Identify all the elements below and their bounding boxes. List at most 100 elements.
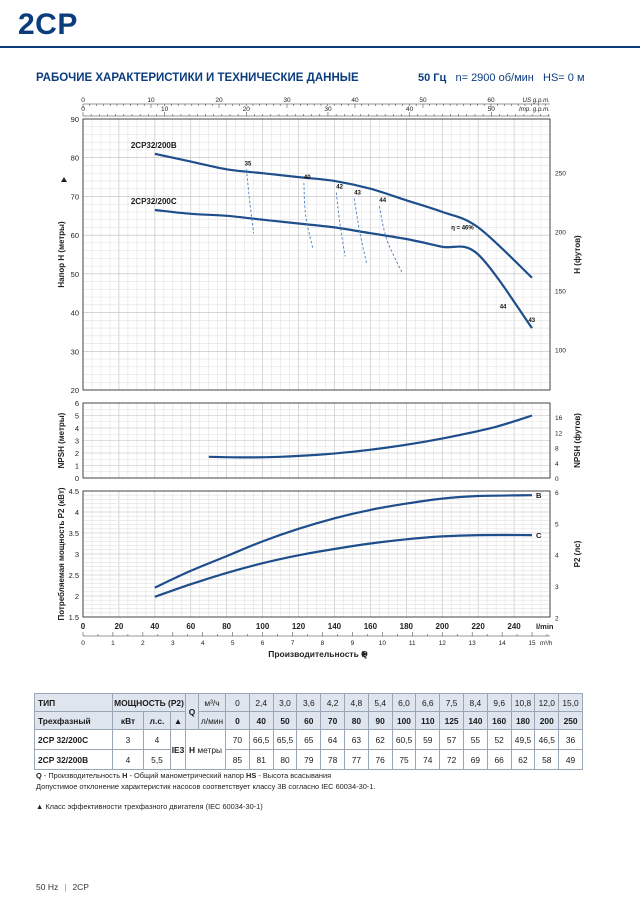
head-value: 62: [367, 729, 393, 750]
efficiency-label: 44: [500, 305, 507, 311]
y-tick-label: 50: [71, 270, 79, 279]
q-lmin-value: 40: [248, 711, 274, 730]
us-gpm-tick-label: 40: [351, 97, 359, 104]
x-tick-label-lmin: 200: [436, 622, 450, 631]
x-tick-label-lmin: 80: [222, 622, 231, 631]
head-value: 57: [439, 729, 464, 750]
y-tick-label: 6: [75, 399, 79, 408]
x-tick-label-lmin: 20: [114, 622, 123, 631]
q-m3h-value: 6,0: [391, 693, 417, 712]
y-axis-label: Потребляемая мощность P2 (кВт): [57, 487, 66, 620]
speed: n= 2900 об/мин: [455, 72, 534, 84]
x-tick-label-m3h: 6: [261, 640, 265, 647]
ie3-class: IE3: [170, 729, 186, 770]
y-tick-label: 60: [71, 231, 79, 240]
y-tick-label: 3.5: [69, 529, 79, 538]
head-value: 36: [558, 729, 583, 750]
h-unit: метры: [195, 744, 223, 755]
h-label: H: [188, 744, 196, 755]
q-lmin-value: 180: [510, 711, 536, 730]
imp-gpm-tick-label: 30: [324, 106, 332, 113]
q-m3h-value: 3,0: [272, 693, 298, 712]
power-curve-label: C: [536, 531, 542, 540]
series-label: 2CP32/200C: [131, 197, 177, 206]
efficiency-label: 42: [336, 185, 343, 191]
y-tick-label-right: 12: [555, 430, 563, 437]
table-row: 2CP 32/200B 4 5,5 85 81 80 79 78 77 76 75 74 72 69 66 6…: [34, 749, 583, 770]
x-tick-label-lmin: 180: [400, 622, 414, 631]
q-m3h-value: 6,6: [415, 693, 441, 712]
q-lmin-value: 50: [272, 711, 298, 730]
power-hp: 4: [143, 729, 171, 750]
x-tick-label-lmin: 0: [81, 622, 86, 631]
y-tick-label-right: 8: [555, 446, 559, 453]
head-value: 65: [296, 729, 322, 750]
x-tick-label-m3h: 2: [141, 640, 145, 647]
table-row: 2CP 32/200C 3 4 IE3 H метры 70 66,5 65,5 65 64 63 6…: [34, 729, 583, 770]
x-tick-label-m3h: 10: [379, 640, 387, 647]
x-tick-label-lmin: 140: [328, 622, 342, 631]
notes-tolerance: Допустимое отклонение характеристик насо…: [36, 781, 376, 791]
q-m3h-value: 15,0: [558, 693, 583, 712]
x-axis-label: Производительность Q: [268, 649, 368, 659]
y-tick-label: 80: [71, 154, 79, 163]
y-tick-label-right: 6: [555, 490, 559, 497]
head-value: 52: [486, 729, 512, 750]
x-tick-label-lmin: 240: [507, 622, 521, 631]
plot-frame: [82, 118, 551, 391]
x-tick-label-lmin: 120: [292, 622, 306, 631]
y-tick-label-right: 5: [555, 521, 559, 528]
head-value: 55: [462, 729, 488, 750]
q-lmin-value: 160: [486, 711, 512, 730]
efficiency-line: [303, 182, 314, 249]
head-value: 76: [367, 749, 393, 770]
us-gpm-tick-label: 10: [147, 97, 155, 104]
head-value: 62: [510, 749, 536, 770]
q-m3h-value: 8,4: [462, 693, 488, 712]
y-tick-label: 4.5: [69, 487, 79, 496]
head-value: 59: [415, 729, 441, 750]
head-value: 80: [272, 749, 298, 770]
efficiency-line: [378, 206, 404, 275]
imp-gpm-tick-label: 50: [488, 106, 496, 113]
head-value: 49: [558, 749, 583, 770]
q-lmin-value: 100: [391, 711, 417, 730]
head-value: 85: [225, 749, 250, 770]
head-value: 64: [320, 729, 345, 750]
section-title: РАБОЧИЕ ХАРАКТЕРИСТИКИ И ТЕХНИЧЕСКИЕ ДАН…: [36, 72, 359, 84]
y-tick-label: 4: [75, 424, 79, 433]
x-tick-label-lmin: 160: [364, 622, 378, 631]
head-value: 74: [415, 749, 441, 770]
y-axis-label: NPSH (метры): [57, 412, 66, 468]
footer: 50 Hz | 2CP: [36, 882, 89, 892]
y-tick-label: 20: [71, 386, 79, 395]
x-tick-label-m3h: 15: [528, 640, 536, 647]
y-axis-label-right: H (футов): [573, 235, 582, 274]
head-chart: 20 30 40 50 60 70 80 90 Напор H (метры) H (футов)…: [57, 115, 582, 395]
us-gpm-tick-label: 0: [81, 97, 85, 104]
us-gpm-tick-label: 60: [487, 97, 495, 104]
y-tick-label-right: 4: [555, 461, 559, 468]
q-m3h-value: 2,4: [248, 693, 274, 712]
efficiency-label: 40: [304, 175, 311, 181]
q-m3h-value: 7,5: [439, 693, 464, 712]
x-tick-label-m3h: 14: [498, 640, 506, 647]
y-tick-label: 3: [75, 550, 79, 559]
y-tick-label-right: 150: [555, 288, 566, 295]
us-gpm-tick-label: 20: [215, 97, 223, 104]
x-tick-label-lmin: 40: [150, 622, 159, 631]
head-value: 78: [320, 749, 345, 770]
header-rule: [0, 46, 640, 48]
q-m3h-value: 4,2: [320, 693, 345, 712]
suction-height: HS= 0 м: [543, 72, 585, 84]
notes: Q - Производительность H - Общий маномет…: [36, 771, 375, 813]
x-axis-arrow-icon: [362, 651, 367, 657]
q-lmin-value: 125: [439, 711, 464, 730]
q-lmin-value: 90: [367, 711, 393, 730]
y-tick-label: 1.5: [69, 613, 79, 622]
head-value: 58: [534, 749, 560, 770]
y-tick-label: 3: [75, 437, 79, 446]
y-axis-label-right: P2 (лс): [573, 540, 582, 567]
